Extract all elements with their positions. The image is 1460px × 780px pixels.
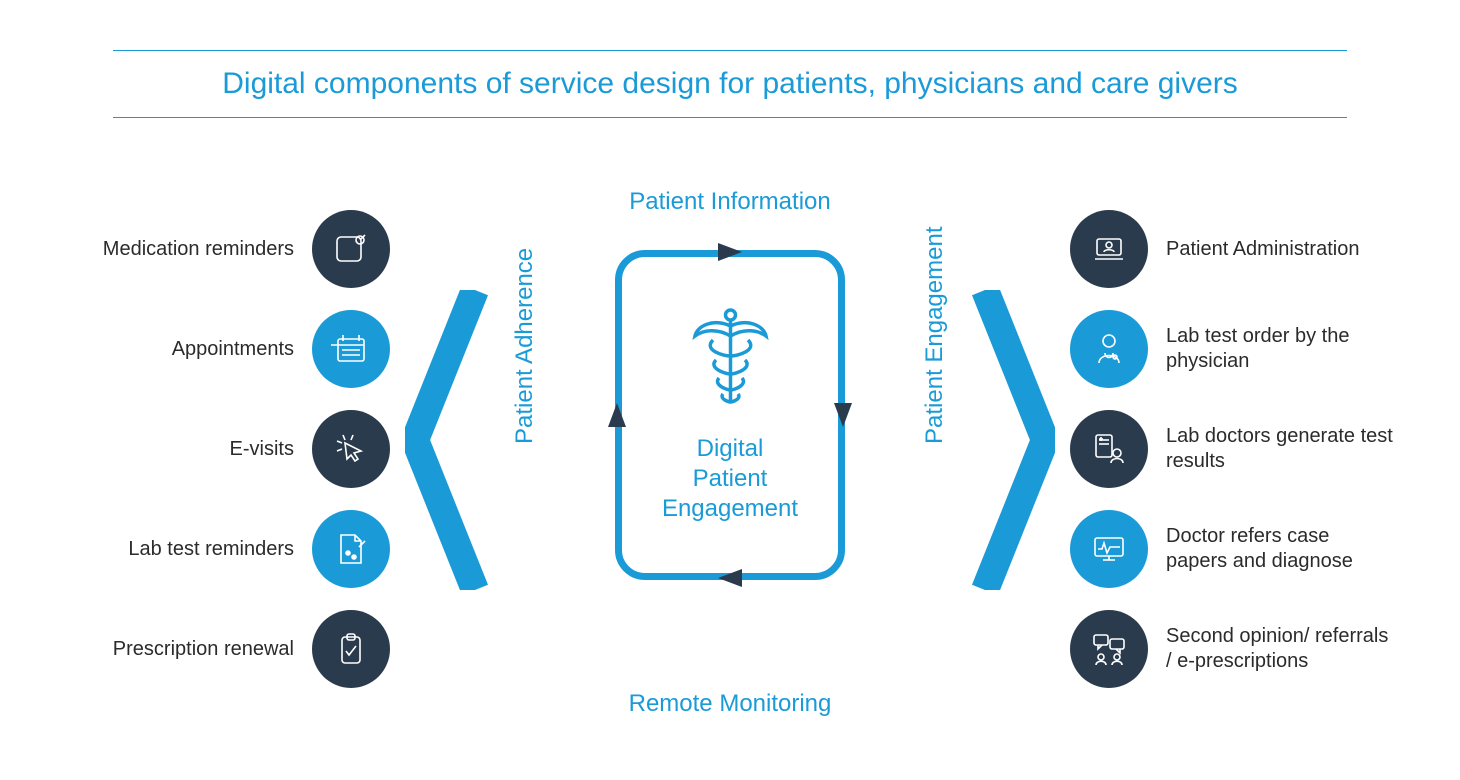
title-block: Digital components of service design for… (113, 50, 1347, 118)
arrow-up-icon (608, 403, 626, 427)
list-item: Prescription renewal (113, 610, 390, 688)
title-rule-bottom (113, 117, 1347, 118)
center-frame: Digital Patient Engagement (615, 250, 845, 580)
center-label-line: Digital (697, 435, 764, 462)
item-label: Doctor refers case papers and diagnose (1166, 524, 1396, 574)
center-label: Digital Patient Engagement (662, 434, 798, 524)
caduceus-icon (683, 306, 778, 416)
list-item: Doctor refers case papers and diagnose (1070, 510, 1396, 588)
list-item: Patient Administration (1070, 210, 1359, 288)
chevron-right-icon (965, 290, 1055, 590)
list-item: Second opinion/ referrals / e-prescripti… (1070, 610, 1396, 688)
surround-label-left: Patient Adherence (511, 248, 539, 444)
item-label: Lab test order by the physician (1166, 324, 1396, 374)
lab-doc-icon (312, 510, 390, 588)
left-column: Medication reminders Appointments E-visi… (60, 210, 390, 688)
center-label-line: Engagement (662, 495, 798, 522)
item-label: Lab doctors generate test results (1166, 424, 1396, 474)
surround-label-right: Patient Engagement (921, 227, 949, 445)
list-item: Appointments (172, 310, 390, 388)
list-item: Lab doctors generate test results (1070, 410, 1396, 488)
right-column: Patient Administration Lab test order by… (1070, 210, 1400, 688)
item-label: Second opinion/ referrals / e-prescripti… (1166, 624, 1396, 674)
cursor-click-icon (312, 410, 390, 488)
item-label: Medication reminders (103, 237, 294, 262)
arrow-down-icon (834, 403, 852, 427)
item-label: E-visits (230, 437, 294, 462)
list-item: E-visits (230, 410, 390, 488)
item-label: Appointments (172, 337, 294, 362)
surround-label-top: Patient Information (629, 188, 830, 216)
consult-group-icon (1070, 610, 1148, 688)
page-title: Digital components of service design for… (113, 51, 1347, 117)
doctor-icon (1070, 310, 1148, 388)
calendar-icon (312, 310, 390, 388)
arrow-right-icon (718, 243, 742, 261)
surround-label-bottom: Remote Monitoring (629, 690, 832, 718)
list-item: Lab test reminders (128, 510, 390, 588)
item-label: Prescription renewal (113, 637, 294, 662)
center-block: Digital Patient Engagement (590, 250, 870, 580)
item-label: Lab test reminders (128, 537, 294, 562)
note-pin-icon (312, 210, 390, 288)
arrow-left-icon (718, 569, 742, 587)
center-label-line: Patient (693, 465, 768, 492)
clipboard-icon (312, 610, 390, 688)
list-item: Medication reminders (103, 210, 390, 288)
chevron-left-icon (405, 290, 495, 590)
item-label: Patient Administration (1166, 237, 1359, 262)
laptop-user-icon (1070, 210, 1148, 288)
monitor-vitals-icon (1070, 510, 1148, 588)
report-doctor-icon (1070, 410, 1148, 488)
list-item: Lab test order by the physician (1070, 310, 1396, 388)
